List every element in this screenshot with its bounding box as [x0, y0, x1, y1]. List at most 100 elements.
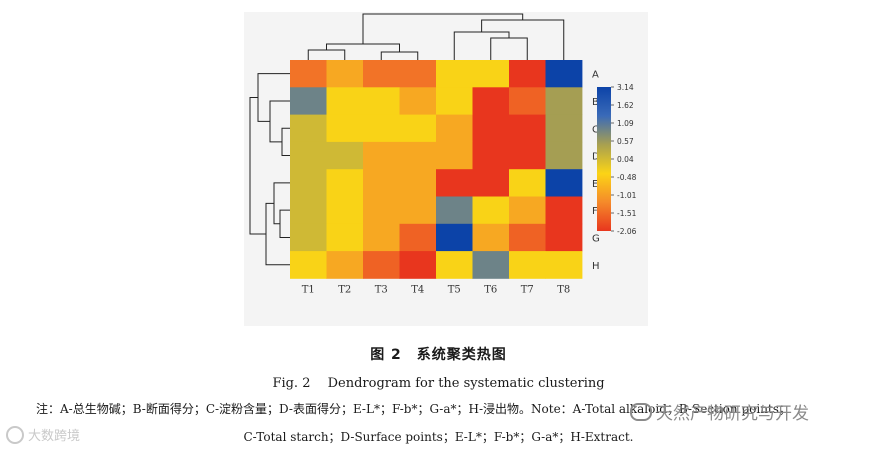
heatmap-cell-B-T8	[545, 87, 583, 115]
column-label-T8: T8	[557, 284, 570, 295]
heatmap-cell-D-T1	[290, 141, 327, 170]
colorbar-tick-label: 0.04	[617, 155, 634, 164]
heatmap-cell-D-T5	[436, 141, 473, 170]
row-dendrogram-branch	[257, 73, 290, 122]
colorbar-tick-label: -1.01	[617, 191, 637, 200]
heatmap-cell-D-T2	[326, 141, 364, 170]
heatmap-cell-B-T7	[509, 87, 546, 115]
row-label-B: B	[592, 97, 599, 108]
row-dendrogram-branch	[279, 209, 290, 238]
heatmap-cell-H-T8	[545, 251, 583, 279]
watermark-right: 天然产物研究与开发	[630, 399, 809, 424]
heatmap-cell-C-T5	[436, 114, 473, 143]
column-dendrogram-branch	[453, 31, 510, 60]
heatmap-cell-E-T1	[290, 169, 327, 197]
heatmap-cell-F-T7	[509, 196, 546, 225]
row-label-E: E	[592, 179, 598, 190]
heatmap-cell-B-T1	[290, 87, 327, 115]
colorbar	[597, 87, 611, 231]
heatmap-cell-H-T3	[363, 251, 400, 279]
colorbar-tick-label: -2.06	[617, 227, 637, 236]
heatmap-cell-G-T5	[436, 223, 473, 252]
heatmap-cell-B-T4	[399, 87, 437, 115]
heatmap-cell-E-T6	[472, 169, 510, 197]
column-label-T1: T1	[302, 284, 315, 295]
heatmap-cell-G-T3	[363, 223, 400, 252]
heatmap-cell-H-T4	[399, 251, 437, 279]
heatmap-cell-A-T6	[472, 60, 510, 88]
column-dendrogram-branch	[481, 19, 565, 60]
heatmap-cell-F-T4	[399, 196, 437, 225]
figure-caption-chinese: 图 2 系统聚类热图	[370, 347, 507, 363]
column-label-T4: T4	[411, 284, 424, 295]
row-label-C: C	[592, 124, 599, 135]
heatmap-cell-E-T5	[436, 169, 473, 197]
heatmap-cell-C-T7	[509, 114, 546, 143]
heatmap-cell-D-T7	[509, 141, 546, 170]
heatmap-cell-B-T6	[472, 87, 510, 115]
colorbar-tick-label: 0.57	[617, 137, 634, 146]
heatmap-cell-G-T8	[545, 223, 583, 252]
heatmap-cell-F-T1	[290, 196, 327, 225]
heatmap-cell-B-T2	[326, 87, 364, 115]
heatmap-cell-F-T6	[472, 196, 510, 225]
heatmap-cell-A-T4	[399, 60, 437, 88]
heatmap-cell-E-T2	[326, 169, 364, 197]
figure-note-line-2: C-Total starch；D-Surface points；E-L*；F-b…	[243, 430, 634, 444]
heatmap-cell-G-T7	[509, 223, 546, 252]
row-label-D: D	[592, 152, 600, 163]
row-dendrogram-branch	[281, 127, 290, 157]
heatmap-cell-H-T6	[472, 251, 510, 279]
heatmap-cell-A-T8	[545, 60, 583, 88]
heatmap-cell-A-T3	[363, 60, 400, 88]
heatmap-cell-C-T4	[399, 114, 437, 143]
column-label-T2: T2	[338, 284, 351, 295]
heatmap-cell-C-T1	[290, 114, 327, 143]
watermark-left-text: 大数跨境	[28, 429, 81, 444]
heatmap-cell-G-T4	[399, 223, 437, 252]
colorbar-tick-label: 1.09	[617, 119, 634, 128]
column-dendrogram-branch	[380, 51, 419, 60]
clustering-heatmap: T1 T2 T3 T4 T5 T6 T7 T8 A B C D E F G H 3.14 1.62 1.09 0.57…	[249, 13, 637, 295]
heatmap-cell-D-T4	[399, 141, 437, 170]
column-dendrogram-branch	[362, 13, 524, 44]
colorbar-tick-label: 1.62	[617, 101, 634, 110]
heatmap-cell-A-T2	[326, 60, 364, 88]
row-label-G: G	[592, 233, 600, 244]
heatmap-cell-E-T4	[399, 169, 437, 197]
heatmap-cell-F-T5	[436, 196, 473, 225]
heatmap-cell-E-T3	[363, 169, 400, 197]
heatmap-cell-G-T6	[472, 223, 510, 252]
heatmap-cell-G-T2	[326, 223, 364, 252]
watermark-right-text: 天然产物研究与开发	[656, 404, 809, 424]
heatmap-cell-H-T2	[326, 251, 364, 279]
column-dendrogram-branch	[490, 37, 528, 60]
row-dendrogram-branch	[265, 202, 290, 266]
column-label-T7: T7	[521, 284, 534, 295]
watermark-logo-icon	[6, 426, 24, 444]
row-dendrogram-branch	[269, 100, 290, 143]
row-dendrogram-branch	[249, 97, 266, 235]
heatmap-cell-E-T8	[545, 169, 583, 197]
column-label-T3: T3	[375, 284, 388, 295]
heatmap-cell-H-T7	[509, 251, 546, 279]
heatmap-cell-D-T8	[545, 141, 583, 170]
heatmap-cell-B-T3	[363, 87, 400, 115]
heatmap-cell-B-T5	[436, 87, 473, 115]
wechat-icon	[630, 403, 652, 421]
figure-caption-english: Fig. 2 Dendrogram for the systematic clu…	[272, 376, 605, 391]
heatmap-cell-A-T7	[509, 60, 546, 88]
heatmap-cell-F-T3	[363, 196, 400, 225]
heatmap-cell-C-T6	[472, 114, 510, 143]
watermark-left: 大数跨境	[6, 425, 80, 444]
heatmap-cell-E-T7	[509, 169, 546, 197]
column-dendrogram-branch	[307, 49, 346, 60]
row-label-H: H	[592, 261, 600, 272]
figure-note-line-1: 注：A-总生物碱；B-断面得分；C-淀粉含量；D-表面得分；E-L*；F-b*；…	[36, 402, 791, 416]
colorbar-tick-label: 3.14	[617, 83, 634, 92]
heatmap-cell-G-T1	[290, 223, 327, 252]
heatmap-cell-F-T8	[545, 196, 583, 225]
heatmap-cell-D-T6	[472, 141, 510, 170]
heatmap-cell-C-T8	[545, 114, 583, 143]
column-label-T6: T6	[484, 284, 497, 295]
